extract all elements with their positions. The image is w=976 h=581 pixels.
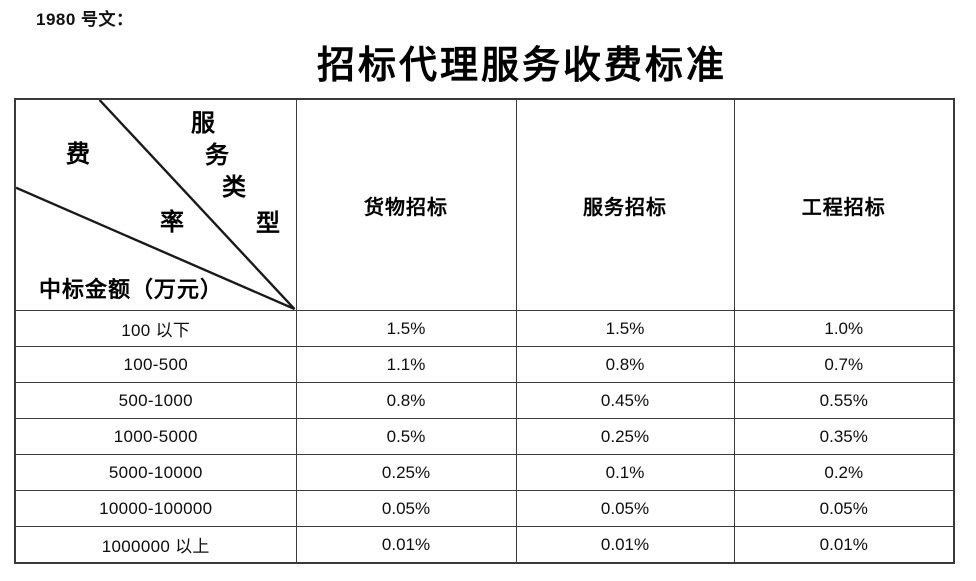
rate-cell: 0.01% — [295, 526, 517, 564]
amount-range-cell: 10000-100000 — [14, 490, 297, 527]
table-row: 10000-100000 0.05% 0.05% 0.05% — [14, 490, 955, 527]
rate-cell: 1.0% — [733, 310, 955, 347]
rate-cell: 0.8% — [515, 346, 735, 383]
rate-cell: 0.5% — [295, 418, 517, 455]
corner-service-type-char-1: 服 — [191, 111, 215, 137]
rate-cell: 0.55% — [733, 382, 955, 419]
table-row: 100-500 1.1% 0.8% 0.7% — [14, 346, 955, 383]
page-title: 招标代理服务收费标准 — [316, 45, 727, 87]
amount-range-cell: 1000000 以上 — [14, 526, 297, 564]
rate-cell: 0.45% — [515, 382, 735, 419]
rate-cell: 1.5% — [295, 310, 517, 347]
corner-service-type-char-2: 务 — [205, 143, 229, 169]
column-header-engineering: 工程招标 — [733, 98, 955, 311]
rate-cell: 0.05% — [515, 490, 735, 527]
table-row: 1000-5000 0.5% 0.25% 0.35% — [14, 418, 955, 455]
corner-fee-rate-char-2: 率 — [160, 210, 184, 236]
rate-cell: 0.25% — [515, 418, 735, 455]
table-row: 500-1000 0.8% 0.45% 0.55% — [14, 382, 955, 419]
rate-cell: 1.5% — [515, 310, 735, 347]
rate-cell: 0.05% — [295, 490, 517, 527]
rate-cell: 0.1% — [515, 454, 735, 491]
corner-cell: 服 务 类 型 费 率 中标金额（万元） — [14, 98, 297, 311]
corner-fee-rate-char-1: 费 — [66, 142, 90, 168]
rate-cell: 1.1% — [295, 346, 517, 383]
rate-cell: 0.01% — [733, 526, 955, 564]
rate-cell: 0.7% — [733, 346, 955, 383]
table-row: 100 以下 1.5% 1.5% 1.0% — [14, 310, 955, 347]
amount-range-cell: 500-1000 — [14, 382, 297, 419]
rate-cell: 0.01% — [515, 526, 735, 564]
rate-cell: 0.35% — [733, 418, 955, 455]
header-row: 服 务 类 型 费 率 中标金额（万元） 货物招标 服务招标 工程招标 — [14, 98, 955, 311]
rate-cell: 0.8% — [295, 382, 517, 419]
rate-cell: 0.2% — [733, 454, 955, 491]
rate-cell: 0.25% — [295, 454, 517, 491]
corner-service-type-char-4: 型 — [256, 211, 280, 237]
column-header-goods: 货物招标 — [295, 98, 517, 311]
doc-number: 1980 号文： — [36, 10, 134, 29]
fee-table: 服 务 类 型 费 率 中标金额（万元） 货物招标 服务招标 工程招标 100 … — [14, 98, 955, 564]
amount-range-cell: 1000-5000 — [14, 418, 297, 455]
column-header-service: 服务招标 — [515, 98, 735, 311]
amount-range-cell: 100 以下 — [14, 310, 297, 347]
table-row: 5000-10000 0.25% 0.1% 0.2% — [14, 454, 955, 491]
amount-range-cell: 5000-10000 — [14, 454, 297, 491]
corner-amount-label: 中标金额（万元） — [39, 277, 224, 302]
corner-service-type-char-3: 类 — [222, 175, 246, 201]
diagonal-lines-icon — [16, 100, 296, 310]
table-row: 1000000 以上 0.01% 0.01% 0.01% — [14, 526, 955, 564]
amount-range-cell: 100-500 — [14, 346, 297, 383]
rate-cell: 0.05% — [733, 490, 955, 527]
